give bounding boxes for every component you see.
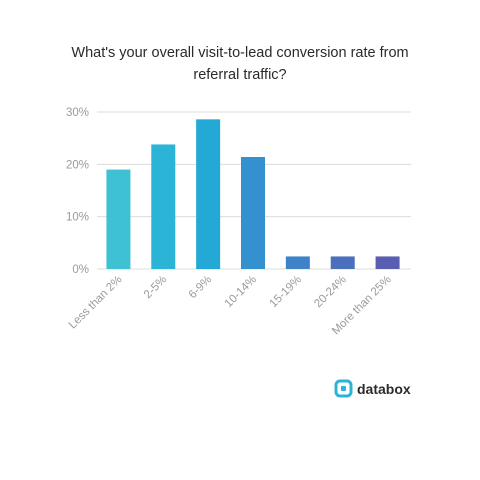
y-tick-label: 10% bbox=[66, 212, 89, 224]
y-axis-ticks: 0% 10% 20% 30% bbox=[66, 107, 89, 276]
bars bbox=[106, 119, 400, 270]
y-tick-label: 30% bbox=[66, 107, 89, 119]
bar bbox=[151, 144, 176, 269]
bar bbox=[285, 256, 310, 269]
x-tick-label: 10-14% bbox=[223, 274, 260, 311]
bar bbox=[196, 119, 221, 270]
x-tick-label: 20-24% bbox=[312, 274, 349, 311]
bar bbox=[330, 256, 355, 269]
x-tick-label: Less than 2% bbox=[67, 274, 125, 332]
chart-title-line-1: What's your overall visit-to-lead conver… bbox=[71, 45, 408, 61]
chart-title-line-2: referral traffic? bbox=[193, 67, 286, 83]
x-tick-label: 6-9% bbox=[187, 274, 214, 301]
bar bbox=[375, 256, 400, 269]
bar bbox=[106, 169, 131, 269]
y-tick-label: 20% bbox=[66, 159, 89, 171]
databox-logo-icon bbox=[334, 379, 353, 398]
x-axis-labels: Less than 2% 2-5% 6-9% 10-14% 15-19% 20-24%Mo… bbox=[67, 274, 394, 338]
bar bbox=[241, 157, 265, 269]
x-tick-label: 2-5% bbox=[142, 274, 169, 301]
y-tick-label: 0% bbox=[72, 264, 89, 276]
x-tick-label: 15-19% bbox=[267, 274, 304, 311]
brand-logo: databox bbox=[334, 379, 411, 398]
brand-name: databox bbox=[357, 381, 411, 397]
